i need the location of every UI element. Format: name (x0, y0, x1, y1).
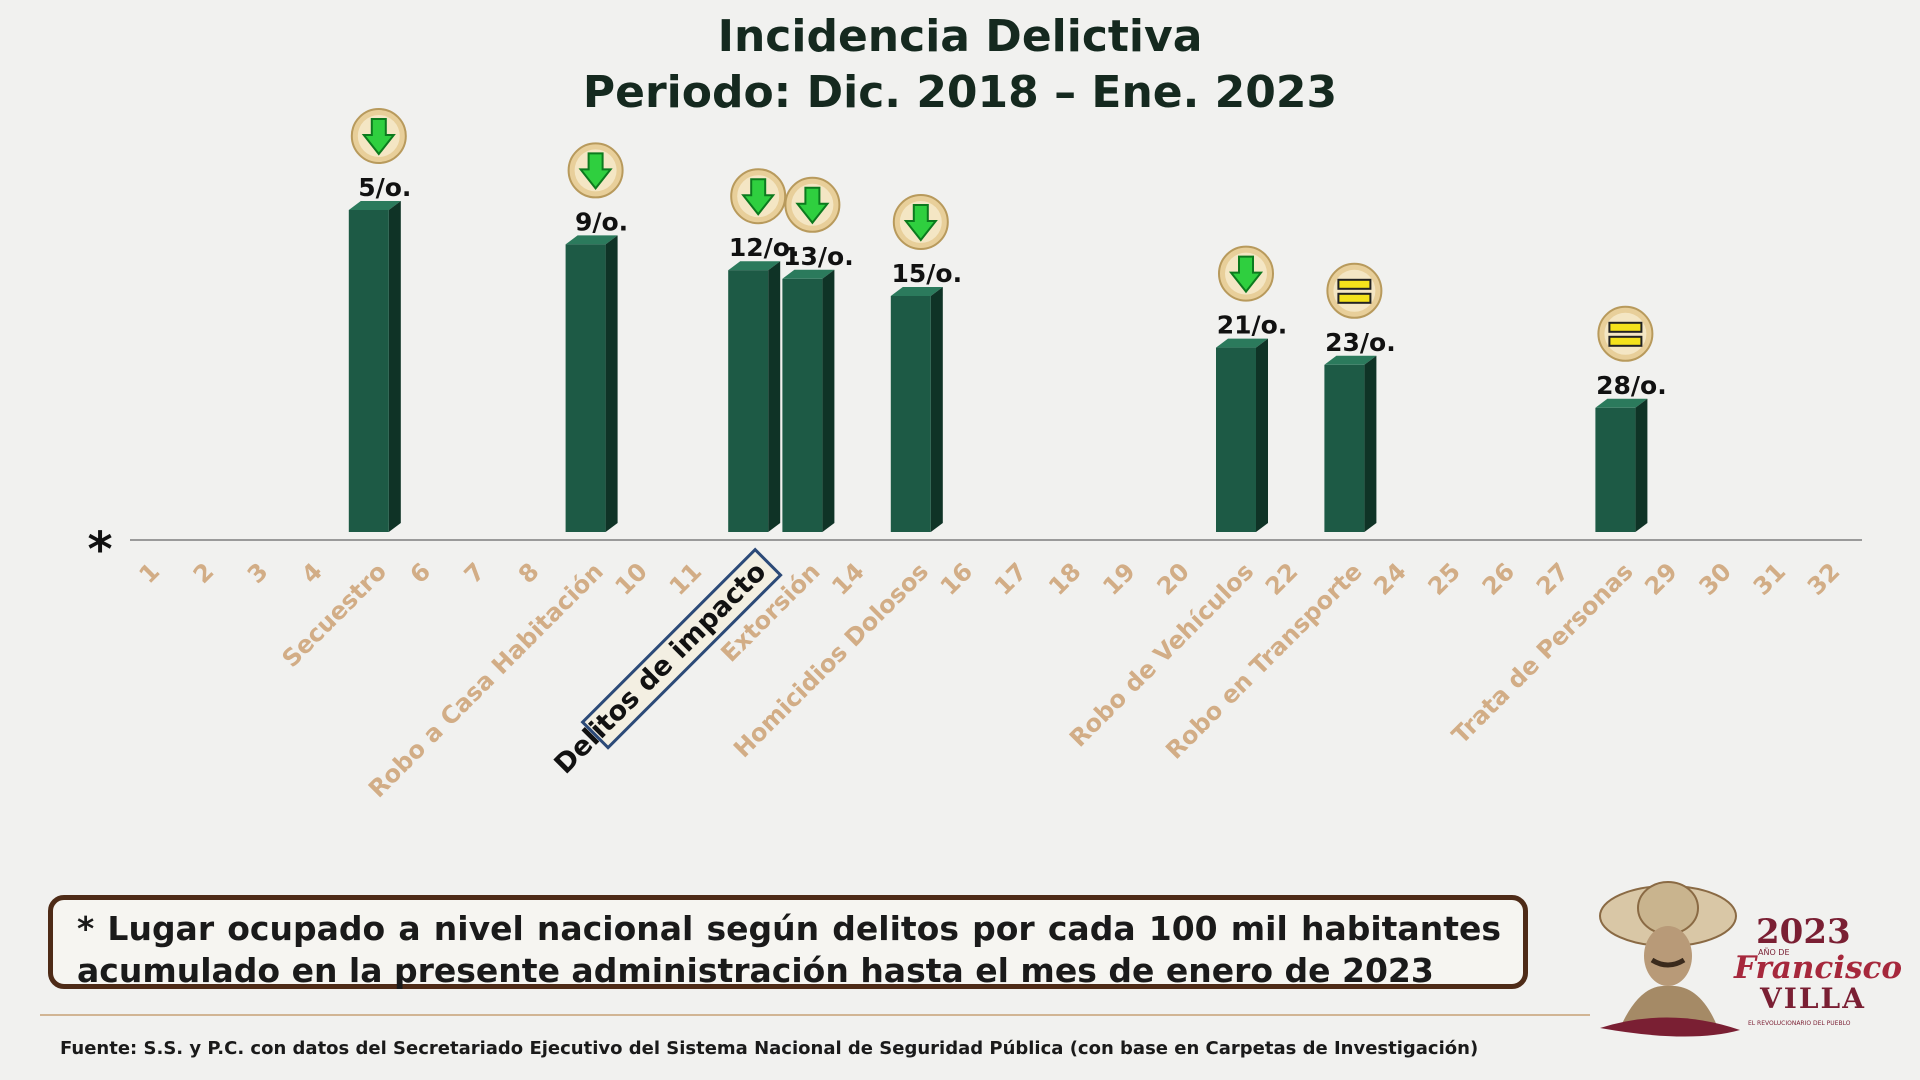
x-tick-29: 29 (1639, 557, 1682, 600)
chart-title-line-1: Incidencia Delictiva (717, 11, 1203, 62)
bar-rank-label: 5/o. (358, 173, 411, 202)
bar-rank-label: 9/o. (575, 207, 628, 236)
footer-divider (40, 1014, 1590, 1016)
down-arrow-icon (784, 176, 841, 233)
bar-rank-label: 13/o. (783, 242, 854, 271)
bar-5 (890, 287, 943, 532)
bar-rank-label: 21/o. (1217, 311, 1288, 340)
x-tick-23: Robo en Transporte (1160, 557, 1367, 764)
x-tick-label: 3 (242, 557, 274, 589)
x-tick-label: 20 (1152, 557, 1195, 600)
footnote-text: * Lugar ocupado a nivel nacional según d… (77, 909, 1501, 990)
equal-sign-icon (1597, 305, 1654, 362)
x-tick-label: 6 (405, 557, 437, 589)
bar-rank-label: 12/o. (729, 233, 800, 262)
chart-title-line-2: Periodo: Dic. 2018 – Ene. 2023 (582, 67, 1338, 118)
x-tick-7: 7 (459, 557, 491, 589)
x-tick-20: 20 (1152, 557, 1195, 600)
down-arrow-icon (350, 108, 407, 164)
x-tick-22: 22 (1260, 557, 1303, 600)
bar-7 (1324, 355, 1377, 532)
x-tick-30: 30 (1694, 557, 1737, 600)
francisco-villa-logo-icon (1599, 881, 1740, 1037)
down-arrow-icon (1218, 245, 1274, 302)
logo-name-line-2: VILLA (1760, 982, 1866, 1015)
x-tick-label: 17 (989, 557, 1032, 600)
highlight-label-box (580, 547, 783, 750)
bar-rank-label: 28/o. (1596, 371, 1667, 400)
bar-6 (1216, 338, 1268, 532)
x-tick-label: 14 (826, 557, 869, 600)
x-tick-label: 16 (935, 557, 978, 600)
x-tick-1: 1 (134, 557, 166, 589)
bar-2 (565, 235, 618, 532)
x-tick-label: 7 (459, 557, 491, 589)
bar-3 (728, 261, 781, 532)
x-tick-label: 24 (1368, 557, 1411, 600)
bar-4 (782, 269, 835, 532)
x-tick-label: 18 (1043, 557, 1086, 600)
x-tick-label: 29 (1639, 557, 1682, 600)
logo-name-line-1: Francisco (1734, 950, 1903, 986)
bar-1 (348, 201, 401, 532)
x-tick-11: 11 (664, 557, 707, 600)
x-tick-label: 32 (1802, 557, 1845, 600)
x-tick-32: 32 (1802, 557, 1845, 600)
x-tick-26: 26 (1477, 557, 1520, 600)
x-tick-label: 25 (1423, 557, 1466, 600)
x-tick-label: Robo en Transporte (1160, 557, 1367, 764)
x-tick-label: 8 (513, 557, 545, 589)
equal-sign-icon (1326, 262, 1383, 319)
x-tick-label: 10 (610, 557, 653, 600)
x-tick-5: Secuestro (277, 557, 392, 672)
down-arrow-icon (567, 142, 624, 199)
x-tick-31: 31 (1748, 557, 1791, 600)
logo-tagline: EL REVOLUCIONARIO DEL PUEBLO (1748, 1020, 1851, 1027)
x-tick-label: 26 (1477, 557, 1520, 600)
x-tick-4: 4 (296, 557, 328, 589)
x-tick-6: 6 (405, 557, 437, 589)
x-tick-label: Secuestro (277, 557, 392, 672)
x-tick-17: 17 (989, 557, 1032, 600)
x-tick-24: 24 (1368, 557, 1411, 600)
x-tick-label: 4 (296, 557, 328, 589)
bar-8 (1595, 398, 1648, 532)
footnote-box: * Lugar ocupado a nivel nacional según d… (48, 895, 1528, 990)
x-tick-16: 16 (935, 557, 978, 600)
down-arrow-icon (730, 168, 787, 225)
bar-rank-label: 23/o. (1325, 328, 1396, 357)
x-tick-label: 27 (1531, 557, 1574, 600)
x-tick-label: 1 (134, 557, 166, 589)
x-tick-label: 22 (1260, 557, 1303, 600)
logo-year-caption: AÑO DE (1758, 948, 1790, 957)
logo-year: 2023 (1756, 912, 1851, 952)
source-text: Fuente: S.S. y P.C. con datos del Secret… (60, 1038, 1479, 1059)
x-tick-8: 8 (513, 557, 545, 589)
x-tick-label: 11 (664, 557, 707, 600)
x-tick-2: 2 (188, 557, 220, 589)
x-tick-14: 14 (826, 557, 869, 600)
x-tick-18: 18 (1043, 557, 1086, 600)
x-tick-label: 2 (188, 557, 220, 589)
x-tick-10: 10 (610, 557, 653, 600)
down-arrow-icon (892, 194, 949, 250)
x-tick-label: 30 (1694, 557, 1737, 600)
x-tick-27: 27 (1531, 557, 1574, 600)
x-tick-label: 19 (1097, 557, 1140, 600)
x-tick-label: 31 (1748, 557, 1791, 600)
x-tick-25: 25 (1423, 557, 1466, 600)
axis-marker: * (87, 522, 112, 578)
x-tick-3: 3 (242, 557, 274, 589)
bar-rank-label: 15/o. (892, 259, 963, 288)
x-tick-19: 19 (1097, 557, 1140, 600)
